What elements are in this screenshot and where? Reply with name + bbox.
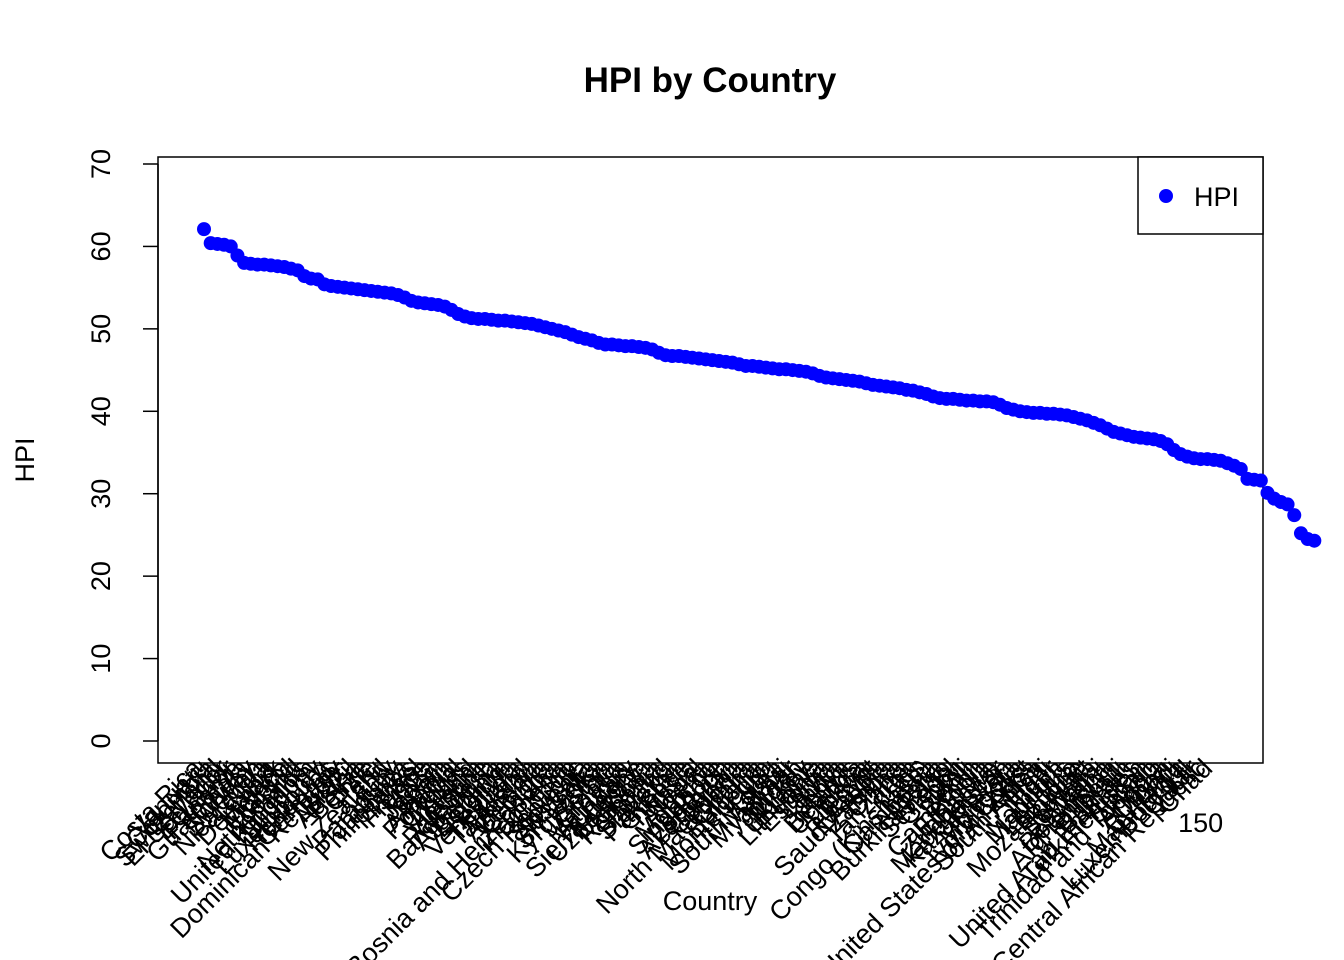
x-axis-label: Country	[663, 886, 758, 916]
y-tick-label: 0	[86, 733, 116, 748]
data-point	[1307, 533, 1322, 548]
y-axis: 0 10 20 30 40 50 60 70	[86, 149, 159, 749]
y-tick-label: 40	[86, 396, 116, 426]
data-point	[197, 222, 211, 237]
legend-label-hpi: HPI	[1194, 182, 1239, 212]
chart-title: HPI by Country	[584, 61, 837, 100]
y-tick-label: 30	[86, 479, 116, 509]
x-tick-label-150: 150	[1178, 808, 1223, 838]
data-point	[1287, 508, 1302, 523]
y-axis-label: HPI	[10, 437, 40, 482]
y-tick-label: 10	[86, 644, 116, 674]
legend-box	[1137, 156, 1264, 235]
y-tick-label: 60	[86, 231, 116, 261]
data-point	[1280, 497, 1295, 512]
legend-marker	[1159, 189, 1173, 203]
y-tick-label: 50	[86, 314, 116, 344]
data-point	[1233, 461, 1248, 476]
plot-frame	[157, 156, 1264, 764]
data-point	[1253, 473, 1268, 488]
legend: HPI	[1137, 156, 1264, 235]
data-points	[197, 222, 1322, 548]
y-tick-label: 70	[86, 149, 116, 179]
y-tick-label: 20	[86, 561, 116, 591]
